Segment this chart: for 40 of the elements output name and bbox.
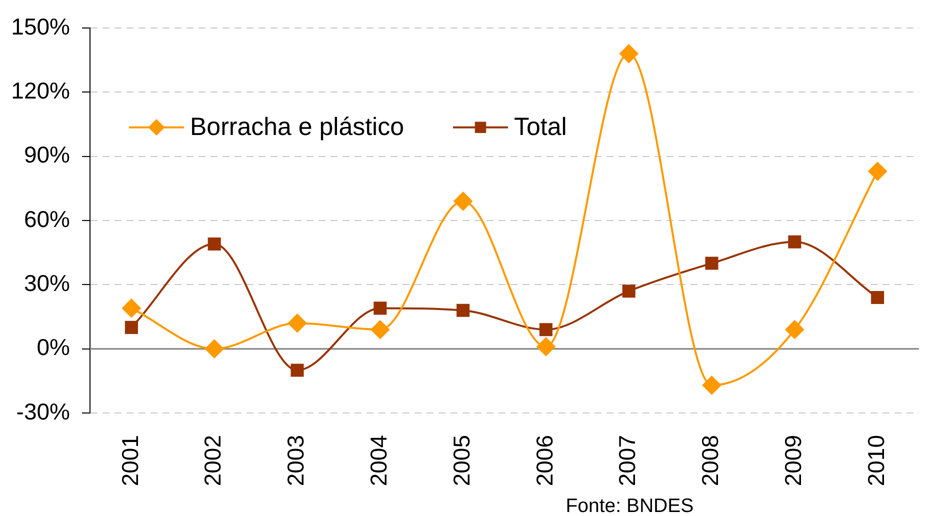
point (208, 238, 221, 251)
point (622, 284, 636, 298)
x-tick-label: 2003 (282, 435, 309, 486)
point (370, 320, 390, 340)
y-tick-label: 150% (11, 13, 70, 40)
y-tick-label: -30% (16, 398, 70, 424)
y-tick-label: 90% (24, 142, 70, 168)
point (374, 302, 387, 315)
x-tick-label: 2006 (531, 435, 558, 486)
point (619, 44, 638, 64)
point (705, 256, 718, 270)
x-tick-label: 2004 (365, 434, 392, 486)
point (288, 314, 307, 333)
point (536, 337, 556, 356)
point (539, 323, 552, 336)
y-tick-label: 120% (11, 78, 70, 104)
x-tick-label: 2005 (448, 435, 474, 486)
x-tick-label: 2010 (862, 435, 889, 486)
y-tick-label: 60% (24, 206, 70, 232)
point (871, 290, 884, 304)
x-tick-label: 2009 (780, 435, 806, 486)
x-tick-label: 2001 (116, 435, 143, 486)
point (122, 298, 141, 318)
legend-label: Total (514, 113, 567, 142)
point (785, 320, 804, 340)
point (204, 339, 224, 358)
point (456, 304, 470, 317)
y-tick-label: 30% (24, 270, 70, 296)
legend-label: Borracha e plástico (190, 113, 404, 142)
y-tick-label: 0% (36, 334, 70, 360)
point (454, 192, 473, 211)
source-note: Fonte: BNDES (566, 495, 694, 516)
point (290, 364, 304, 377)
x-tick-label: 2008 (697, 435, 724, 486)
x-tick-label: 2007 (614, 435, 640, 486)
point (702, 376, 722, 395)
point (124, 320, 138, 334)
point (868, 162, 888, 181)
point (788, 235, 802, 248)
x-tick-label: 2002 (200, 435, 226, 486)
